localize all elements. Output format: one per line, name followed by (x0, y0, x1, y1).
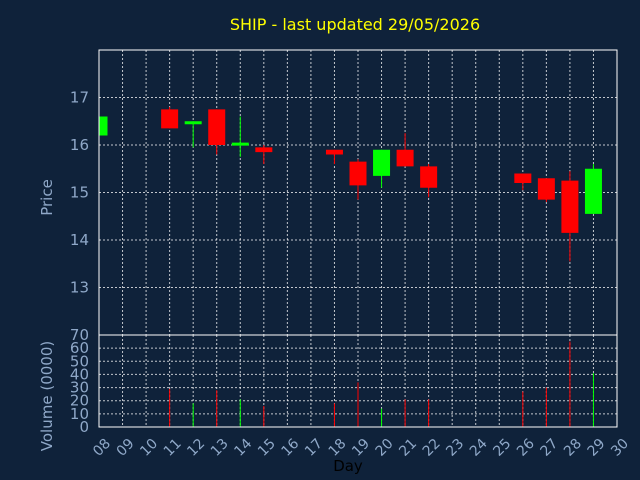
price-tick-label: 13 (70, 279, 89, 297)
price-y-axis: 13 14 15 16 17 (70, 89, 89, 297)
volume-tick-label: 60 (70, 339, 89, 357)
candle-body (184, 121, 202, 125)
x-tick-label: 15 (255, 436, 279, 460)
candle-body (420, 166, 438, 188)
volume-tick-label: 10 (70, 405, 89, 423)
x-tick-label: 27 (538, 436, 562, 460)
price-axis-label: Price (38, 179, 56, 216)
x-tick-label: 22 (420, 436, 444, 460)
x-tick-label: 16 (279, 436, 303, 460)
volume-axis-label: Volume (0000) (38, 341, 56, 451)
candle-body (349, 161, 367, 186)
x-tick-label: 26 (514, 436, 538, 460)
x-tick-label: 28 (561, 436, 585, 460)
candles (98, 107, 602, 262)
price-panel: 13 14 15 16 17 Price (38, 49, 618, 336)
candle-body (325, 149, 343, 155)
x-tick-label: 10 (137, 436, 161, 460)
candle-body (231, 142, 249, 146)
candle-body (208, 109, 226, 145)
x-tick-label: 20 (373, 436, 397, 460)
x-tick-label: 29 (585, 436, 609, 460)
x-tick-label: 12 (184, 436, 208, 460)
price-tick-label: 14 (70, 231, 89, 249)
x-tick-label: 23 (443, 436, 467, 460)
x-tick-label: 17 (302, 436, 326, 460)
price-tick-label: 15 (70, 184, 89, 202)
candle-body (584, 168, 602, 214)
volume-tick-label: 30 (70, 379, 89, 397)
x-tick-label: 25 (490, 436, 514, 460)
x-tick-label: 21 (396, 436, 420, 460)
price-grid (99, 50, 617, 335)
volume-bars (169, 341, 594, 427)
price-tick-label: 16 (70, 136, 89, 154)
volume-tick-label: 20 (70, 392, 89, 410)
candle-body (373, 149, 391, 176)
x-tick-label: 24 (467, 436, 491, 460)
price-tick-label: 17 (70, 89, 89, 107)
x-tick-label: 14 (231, 436, 255, 460)
volume-tick-label: 70 (70, 326, 89, 344)
x-axis-label: Day (333, 457, 363, 475)
candle-body (396, 149, 414, 167)
x-tick-label: 13 (208, 436, 232, 460)
chart-title: SHIP - last updated 29/05/2026 (230, 15, 480, 34)
candle-body (561, 180, 579, 233)
x-tick-label: 09 (114, 436, 138, 460)
candle-body (161, 109, 179, 129)
volume-panel-frame (98, 334, 618, 428)
x-tick-label: 08 (90, 436, 114, 460)
candle-body (514, 173, 532, 183)
x-tick-label: 11 (161, 436, 185, 460)
candle-body (537, 178, 555, 200)
candle-body (99, 116, 108, 136)
volume-tick-label: 0 (79, 418, 89, 436)
candle-body (255, 147, 273, 153)
volume-tick-label: 50 (70, 352, 89, 370)
x-tick-label: 30 (608, 436, 632, 460)
volume-tick-label: 40 (70, 365, 89, 383)
